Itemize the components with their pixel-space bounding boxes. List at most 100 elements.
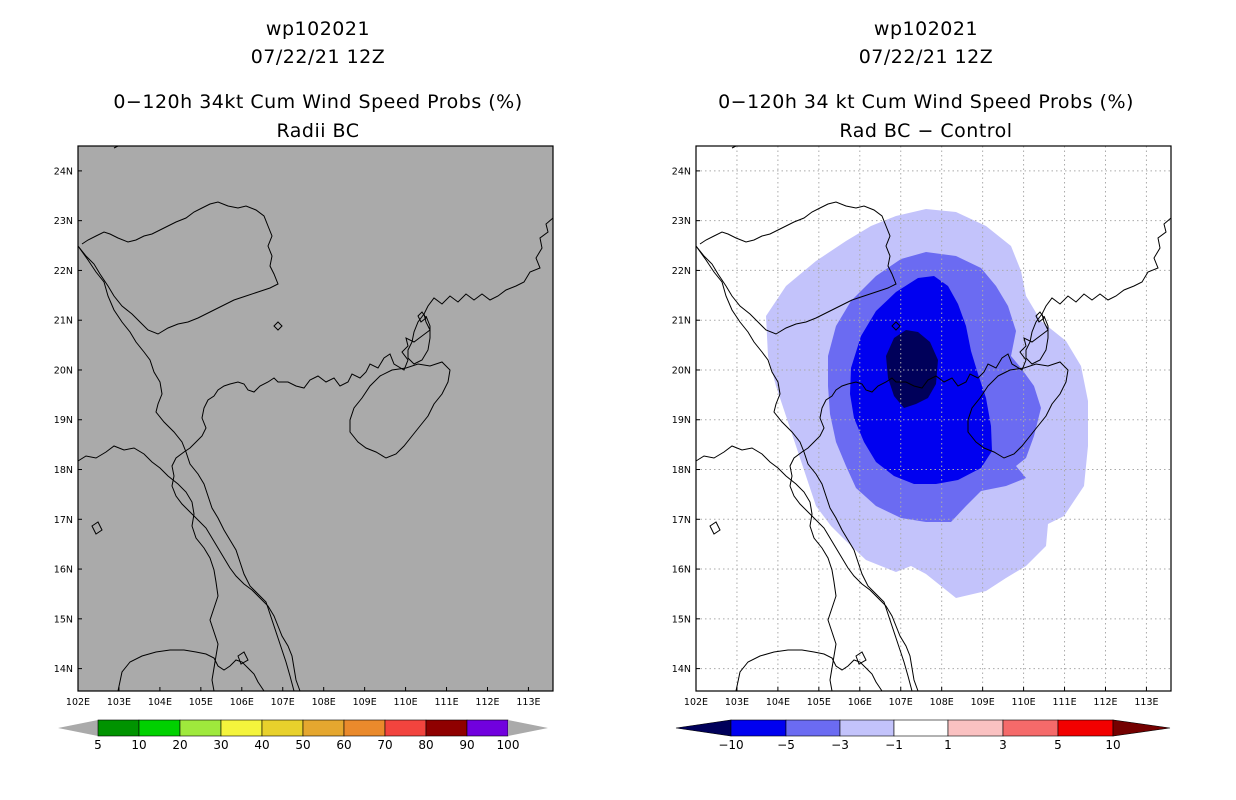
colorbar-swatch (343, 719, 386, 737)
lat-tick-label: 14N (54, 664, 73, 675)
lat-tick-label: 17N (54, 515, 73, 526)
lon-tick-label: 112E (475, 697, 499, 708)
colorbar-swatch (302, 719, 345, 737)
lon-tick-label: 107E (271, 697, 295, 708)
lon-tick-label: 103E (107, 697, 131, 708)
lat-tick-label: 22N (54, 266, 73, 277)
left-colorbar: 5 10 20 30 40 50 60 70 80 90 100 (58, 719, 548, 752)
lon-tick-label: 105E (189, 697, 213, 708)
lon-tick-label: 111E (1052, 697, 1076, 708)
colorbar-swatch (1057, 719, 1114, 737)
left-map-fill (78, 146, 553, 691)
lon-tick-label: 103E (725, 697, 749, 708)
colorbar-label: 40 (254, 738, 269, 752)
lon-tick-label: 113E (516, 697, 540, 708)
colorbar-swatch (425, 719, 468, 737)
colorbar-swatch (893, 719, 949, 737)
colorbar-label: 50 (295, 738, 310, 752)
lon-tick-label: 106E (230, 697, 254, 708)
right-title-subtitle: Rad BC − Control (839, 120, 1013, 142)
lat-tick-label: 19N (672, 415, 691, 426)
lon-tick-label: 102E (684, 697, 708, 708)
lat-tick-label: 22N (672, 266, 691, 277)
colorbar-swatch (179, 719, 222, 737)
colorbar-label: 20 (172, 738, 187, 752)
lat-tick-label: 18N (54, 465, 73, 476)
colorbar-label: 10 (1105, 738, 1120, 752)
lat-tick-label: 23N (54, 216, 73, 227)
colorbar-label: 80 (418, 738, 433, 752)
colorbar-label: 60 (336, 738, 351, 752)
colorbar-swatch (384, 719, 427, 737)
lon-tick-label: 113E (1134, 697, 1158, 708)
lon-tick-label: 110E (394, 697, 418, 708)
lon-tick-label: 105E (807, 697, 831, 708)
lat-tick-label: 24N (54, 166, 73, 177)
lat-tick-label: 17N (672, 515, 691, 526)
lat-tick-label: 20N (672, 365, 691, 376)
lat-tick-label: 16N (672, 565, 691, 576)
colorbar-swatch (947, 719, 1004, 737)
colorbar-label: 100 (497, 738, 520, 752)
colorbar-label: 5 (94, 738, 102, 752)
lon-tick-label: 108E (312, 697, 336, 708)
colorbar-label: 30 (213, 738, 228, 752)
colorbar-label: 5 (1054, 738, 1062, 752)
colorbar-swatch (730, 719, 787, 737)
lon-tick-label: 104E (766, 697, 790, 708)
colorbar-label: 70 (377, 738, 392, 752)
colorbar-label: −1 (885, 738, 903, 752)
colorbar-label: 10 (131, 738, 146, 752)
lat-tick-label: 20N (54, 365, 73, 376)
colorbar-swatch (839, 719, 895, 737)
colorbar-label: −10 (718, 738, 743, 752)
lon-tick-label: 110E (1012, 697, 1036, 708)
colorbar-low-arrow (58, 720, 98, 736)
left-title-datetime: 07/22/21 12Z (250, 46, 386, 68)
right-map-frame (695, 145, 1172, 692)
left-title-subtitle: Radii BC (276, 120, 360, 142)
right-title-product: 0−120h 34 kt Cum Wind Speed Probs (%) (718, 91, 1134, 113)
left-axis-labels: 14N 15N 16N 17N 18N 19N 20N 21N 22N 23N 24N 102E 103… (54, 166, 541, 708)
lon-tick-label: 102E (66, 697, 90, 708)
lat-tick-label: 19N (54, 415, 73, 426)
lon-tick-label: 111E (434, 697, 458, 708)
lon-tick-label: 106E (848, 697, 872, 708)
colorbar-high-arrow (1112, 719, 1171, 737)
colorbar-label: 1 (944, 738, 952, 752)
colorbar-label: 3 (999, 738, 1007, 752)
colorbar-label: 90 (459, 738, 474, 752)
lon-tick-label: 107E (889, 697, 913, 708)
lat-tick-label: 14N (672, 664, 691, 675)
lat-tick-label: 15N (54, 614, 73, 625)
lat-tick-label: 16N (54, 565, 73, 576)
right-lat-lon-grid (696, 146, 1171, 691)
colorbar-swatch (785, 719, 841, 737)
lon-tick-label: 108E (930, 697, 954, 708)
lat-tick-label: 15N (672, 614, 691, 625)
colorbar-label: −5 (777, 738, 795, 752)
lat-tick-label: 21N (672, 316, 691, 327)
left-title-product: 0−120h 34kt Cum Wind Speed Probs (%) (113, 91, 523, 113)
lon-tick-label: 104E (148, 697, 172, 708)
left-map (77, 145, 554, 692)
colorbar-swatch (1002, 719, 1059, 737)
colorbar-high-arrow (508, 720, 548, 736)
right-colorbar: −10 −5 −3 −1 1 3 5 10 (675, 719, 1171, 752)
lat-tick-label: 18N (672, 465, 691, 476)
right-axis-labels: 14N 15N 16N 17N 18N 19N 20N 21N 22N 23N 24N 102E 103… (672, 166, 1159, 708)
lon-tick-label: 109E (971, 697, 995, 708)
colorbar-swatch (138, 719, 181, 737)
colorbar-swatch (220, 719, 263, 737)
lon-tick-label: 109E (353, 697, 377, 708)
right-map (695, 145, 1172, 692)
contour-below-minus10 (886, 330, 938, 408)
right-title-datetime: 07/22/21 12Z (858, 46, 994, 68)
right-title-storm-id: wp102021 (873, 18, 979, 40)
colorbar-label: −3 (831, 738, 849, 752)
lat-tick-label: 24N (672, 166, 691, 177)
colorbar-swatch (466, 719, 509, 737)
colorbar-swatch (261, 719, 304, 737)
lat-tick-label: 23N (672, 216, 691, 227)
